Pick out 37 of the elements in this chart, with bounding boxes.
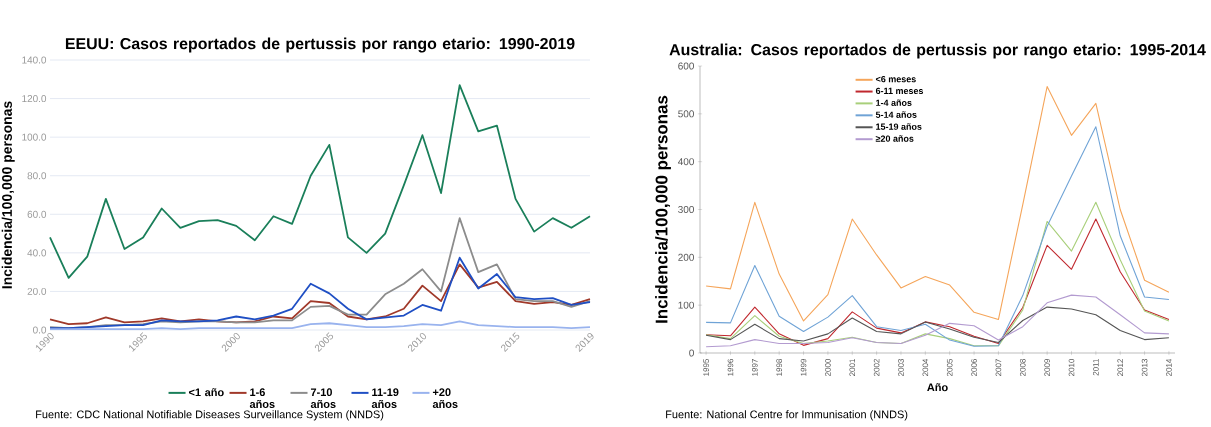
- line-series: [49, 84, 591, 279]
- y-tick-label: 140.0: [22, 56, 47, 64]
- legend-label: +20 años: [432, 388, 458, 409]
- y-axis-title: Incidencia/100,000 personas: [1, 101, 15, 289]
- y-tick-label: 400: [677, 158, 694, 166]
- source-note: Fuente: CDC National Notifiable Diseases Surveillance System (NNDS): [36, 410, 384, 421]
- y-axis-title: Incidencia/100,000 personas: [655, 95, 671, 323]
- line-series: [705, 306, 1170, 344]
- y-tick-label: 100.0: [22, 133, 47, 141]
- y-tick-label: 40.0: [27, 249, 47, 257]
- y-tick-label: 80.0: [27, 172, 47, 180]
- y-tick-label: 60.0: [27, 210, 47, 218]
- legend-label: <6 meses: [875, 75, 916, 83]
- chart-title: EEUU: Casos reportados de pertussis por rango etario: 1990-2019: [65, 37, 575, 53]
- legend-label: 5-14 años: [875, 111, 917, 118]
- legend-label: ≥20 años: [875, 135, 914, 142]
- y-tick-label: 120.0: [22, 95, 47, 103]
- legend-label: 6-11 meses: [875, 87, 924, 95]
- legend-label: <1 año: [188, 388, 224, 397]
- y-tick-label: 600: [678, 62, 694, 70]
- legend-label: 1-6 años: [249, 388, 275, 409]
- y-tick-label: 100: [678, 301, 694, 309]
- x-axis-title: Año: [927, 383, 948, 392]
- y-tick-label: 200: [678, 253, 694, 261]
- y-tick-label: 500: [678, 110, 694, 118]
- line-series: [705, 86, 1170, 322]
- legend-label: 1-4 años: [876, 99, 912, 106]
- y-tick-label: 20.0: [27, 287, 47, 295]
- y-tick-label: 300: [678, 205, 694, 214]
- legend-label: 7-10 años: [310, 388, 336, 409]
- y-tick-label: 0.0: [33, 326, 47, 334]
- chart-title: Australia: Casos reportados de pertussis por rango etario: 1995-2014: [669, 43, 1206, 59]
- line-series: [705, 294, 1170, 348]
- source-note: Fuente: National Centre for Immunisation (NNDS): [666, 410, 908, 421]
- legend-label: 15-19 años: [876, 123, 922, 130]
- y-tick-label: 0: [689, 349, 694, 357]
- legend-label: 11-19 años: [371, 388, 399, 409]
